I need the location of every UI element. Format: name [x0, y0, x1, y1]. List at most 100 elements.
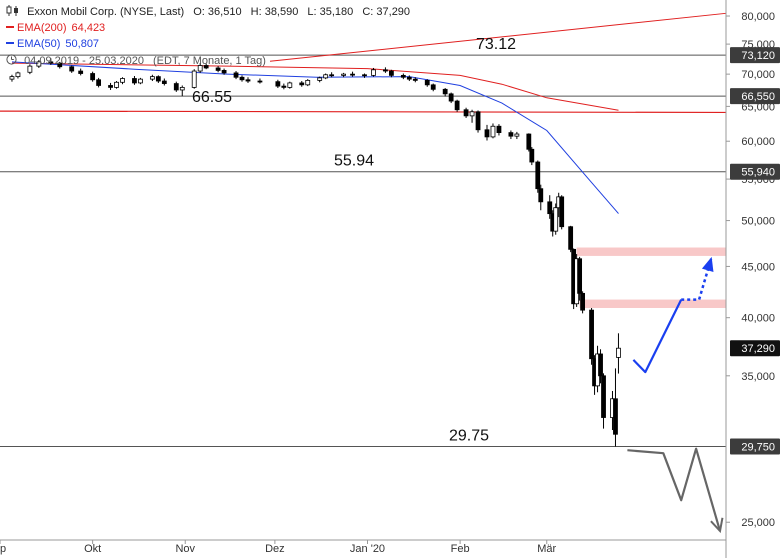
bearish-arrowhead: [710, 517, 724, 534]
close-value: C: 37,290: [362, 6, 411, 18]
level-label: 73.12: [476, 36, 516, 53]
candle-body: [108, 85, 113, 88]
candle-body: [323, 74, 329, 79]
x-tick-label: Okt: [84, 543, 101, 555]
ema50-line: [11, 61, 619, 214]
candle-body: [203, 65, 209, 69]
candle-body: [454, 100, 460, 111]
x-tick-label: Feb: [451, 543, 470, 555]
candle-body: [535, 161, 541, 190]
candle-body: [448, 93, 454, 102]
clock-icon: [6, 54, 17, 65]
candle-body: [463, 109, 469, 117]
ema200-label: EMA(200): [17, 22, 67, 34]
x-tick-label: Mär: [537, 543, 556, 555]
candle-body: [120, 78, 125, 83]
candle-body: [239, 76, 245, 81]
price-badge: [730, 340, 780, 357]
candle-body: [400, 74, 406, 78]
candle-body: [299, 82, 305, 86]
y-tick-label: 45,000: [741, 261, 775, 273]
resistance-zone: [579, 299, 726, 309]
y-tick-label: 50,000: [741, 216, 775, 228]
y-tick-label: 35,000: [741, 371, 775, 383]
x-tick-label: p: [0, 543, 6, 555]
candle-body: [257, 80, 263, 83]
candle-body: [173, 83, 179, 91]
price-badge: [730, 47, 780, 64]
ema50-value: 50,807: [65, 38, 100, 50]
chart-header: Exxon Mobil Corp. (NYSE, Last) O: 36,510…: [6, 5, 416, 18]
ema50-label: EMA(50): [17, 38, 61, 50]
candle-body: [287, 82, 293, 88]
price-badge-label: 37,290: [741, 343, 775, 355]
bullish-scenario-line: [632, 299, 683, 374]
candle-body: [191, 70, 197, 88]
candle-body: [526, 133, 532, 150]
candle-body: [161, 80, 167, 84]
trend-line: [269, 12, 727, 62]
candle-body: [281, 85, 287, 88]
candle-body: [149, 76, 155, 80]
bullish-arrowhead: [701, 256, 714, 272]
price-badge-label: 55,940: [741, 167, 775, 179]
candle-body: [383, 69, 388, 72]
candle-body: [317, 77, 323, 81]
candle-body: [27, 65, 33, 73]
candle-body: [616, 347, 621, 358]
candle-body: [568, 226, 574, 250]
bearish-scenario-line: [627, 447, 722, 532]
candle-body: [601, 375, 606, 418]
candle-body: [233, 72, 239, 78]
candle-body: [490, 125, 496, 138]
level-label: 29.75: [449, 428, 489, 445]
candle-body: [36, 61, 42, 67]
candle-body: [350, 73, 355, 76]
candle-body: [484, 129, 490, 138]
candle-body: [90, 73, 96, 81]
candle-body: [442, 88, 448, 95]
low-value: L: 35,180: [307, 6, 354, 18]
candle-body: [412, 78, 418, 81]
candle-body: [57, 62, 63, 68]
candle-body: [221, 70, 227, 74]
candle-body: [329, 74, 335, 77]
candle-body: [514, 133, 520, 137]
candle-body: [114, 81, 119, 88]
candle-body: [469, 111, 475, 117]
candle-body: [15, 72, 21, 78]
date-range: 04.09.2019 - 25.03.2020: [24, 55, 144, 67]
candle-body: [341, 73, 346, 76]
candle-body: [613, 398, 618, 435]
candle-body: [598, 353, 603, 377]
support-line: [0, 110, 727, 114]
price-badge-label: 73,120: [741, 50, 775, 62]
candle-body: [78, 70, 84, 74]
level-label: 55.94: [334, 153, 374, 170]
candle-body: [197, 65, 203, 72]
ema200-value: 64,423: [71, 22, 106, 34]
candlestick-icon: [6, 5, 18, 16]
price-badge: [730, 88, 780, 105]
y-tick-label: 40,000: [741, 313, 775, 325]
candle-body: [9, 76, 15, 80]
candle-body: [538, 188, 544, 203]
y-tick-label: 80,000: [741, 11, 775, 23]
interval-info: (EDT, 7 Monate, 1 Tag): [153, 55, 266, 67]
candle-body: [424, 79, 430, 86]
price-badge-label: 29,750: [741, 442, 775, 454]
ema50-swatch: [6, 42, 14, 44]
candle-body: [245, 79, 251, 82]
candle-body: [275, 81, 281, 87]
candle-body: [589, 309, 594, 360]
candle-body: [529, 148, 535, 163]
price-badge: [730, 438, 780, 455]
y-tick-label: 65,000: [741, 101, 775, 113]
x-tick-label: Dez: [265, 543, 285, 555]
ema200-swatch: [6, 26, 14, 28]
candle-body: [371, 69, 376, 76]
candle-body: [508, 132, 514, 137]
candle-body: [406, 76, 412, 80]
candle-body: [362, 74, 367, 77]
